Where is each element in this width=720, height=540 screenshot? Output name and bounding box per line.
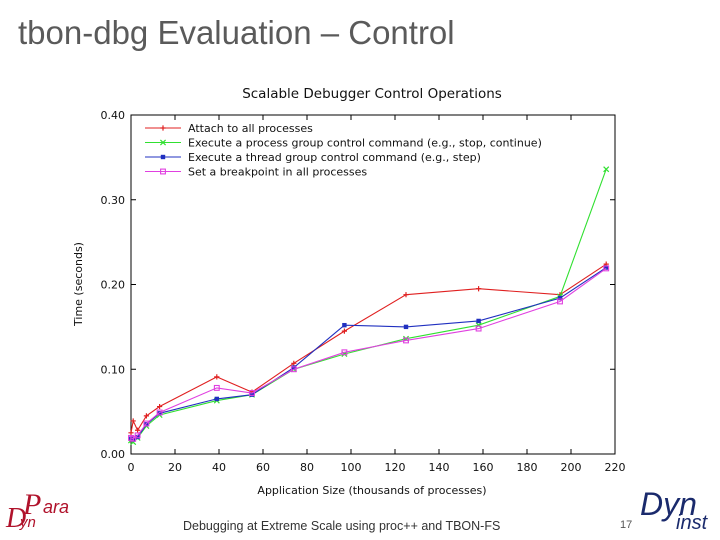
dyninst-logo: Dyn inst	[636, 486, 716, 536]
legend-label: Attach to all processes	[188, 122, 313, 135]
data-point	[157, 403, 163, 410]
data-point	[290, 366, 297, 373]
data-point	[291, 365, 296, 370]
data-point	[291, 360, 297, 366]
series-4	[128, 265, 610, 442]
data-point	[128, 430, 134, 436]
paradyn-logo-p: P	[23, 488, 42, 521]
y-tick-label: 0.20	[101, 279, 126, 292]
data-point	[475, 322, 482, 329]
x-tick-label: 200	[561, 461, 582, 474]
paradyn-logo: P ara D yn	[6, 488, 81, 534]
data-point	[403, 324, 409, 330]
legend: Attach to all processes Execute a process…	[145, 122, 542, 179]
data-point	[557, 295, 563, 301]
y-tick-label: 0.40	[101, 109, 126, 122]
x-tick-label: 60	[256, 461, 270, 474]
series-line	[130, 267, 607, 440]
data-point	[130, 418, 136, 424]
paradyn-logo-ara: ara	[43, 497, 70, 517]
page-number: 17	[620, 519, 633, 531]
data-point	[135, 434, 140, 440]
axes-layer: 0 20 40 60 80 100 120 140 160 180 200 220 0.00 0.10 0.…	[101, 109, 626, 474]
data-point	[476, 318, 481, 324]
data-point	[143, 413, 149, 419]
legend-label: Execute a thread group control command (…	[188, 151, 481, 164]
x-tick-label: 80	[300, 461, 314, 474]
data-point	[214, 396, 219, 402]
x-tick-label: 0	[128, 461, 135, 474]
x-tick-label: 220	[605, 461, 626, 474]
x-tick-label: 140	[429, 461, 450, 474]
data-point	[135, 427, 141, 433]
data-point	[603, 166, 610, 173]
legend-label: Set a breakpoint in all processes	[188, 166, 367, 179]
paradyn-logo-d: D	[6, 503, 27, 534]
data-point	[475, 325, 482, 332]
data-point	[134, 432, 141, 439]
data-point	[157, 411, 162, 416]
y-tick-label: 0.10	[101, 363, 126, 376]
data-point	[249, 392, 255, 397]
slide-title: tbon-dbg Evaluation – Control	[18, 14, 455, 51]
chart-title: Scalable Debugger Control Operations	[242, 86, 502, 102]
series-1	[128, 261, 609, 436]
data-point	[476, 286, 482, 292]
x-axis-label: Application Size (thousands of processes…	[257, 484, 486, 497]
x-tick-label: 120	[385, 461, 406, 474]
paradyn-logo-yn: yn	[20, 514, 36, 531]
data-point	[403, 337, 409, 344]
x-tick-label: 40	[212, 461, 226, 474]
data-point	[160, 168, 166, 175]
x-tick-label: 180	[517, 461, 538, 474]
data-point	[603, 265, 610, 272]
data-point	[213, 384, 220, 391]
data-point	[341, 349, 348, 356]
data-point	[214, 374, 220, 380]
y-axis-label: Time (seconds)	[72, 242, 85, 327]
y-tick-label: 0.00	[101, 448, 126, 461]
data-point	[342, 322, 347, 328]
data-point	[156, 409, 163, 416]
data-point	[160, 154, 166, 160]
dyninst-logo-dyn: Dyn	[640, 486, 697, 522]
data-point	[249, 390, 255, 396]
data-point	[557, 298, 563, 305]
y-tick-label: 0.30	[101, 194, 126, 207]
legend-label: Execute a process group control command …	[188, 137, 542, 150]
data-point	[159, 139, 167, 146]
footer-text: Debugging at Extreme Scale using proc++ …	[183, 519, 501, 533]
x-tick-label: 160	[473, 461, 494, 474]
data-point	[341, 328, 347, 334]
dyninst-logo-inst: inst	[676, 512, 708, 534]
x-tick-label: 20	[168, 461, 182, 474]
data-point	[403, 292, 409, 298]
data-point	[160, 125, 166, 131]
series-3	[128, 265, 609, 442]
x-tick-label: 100	[341, 461, 362, 474]
data-point	[604, 265, 609, 270]
data-point	[143, 420, 150, 427]
data-point	[130, 435, 137, 442]
series-layer	[127, 166, 610, 446]
